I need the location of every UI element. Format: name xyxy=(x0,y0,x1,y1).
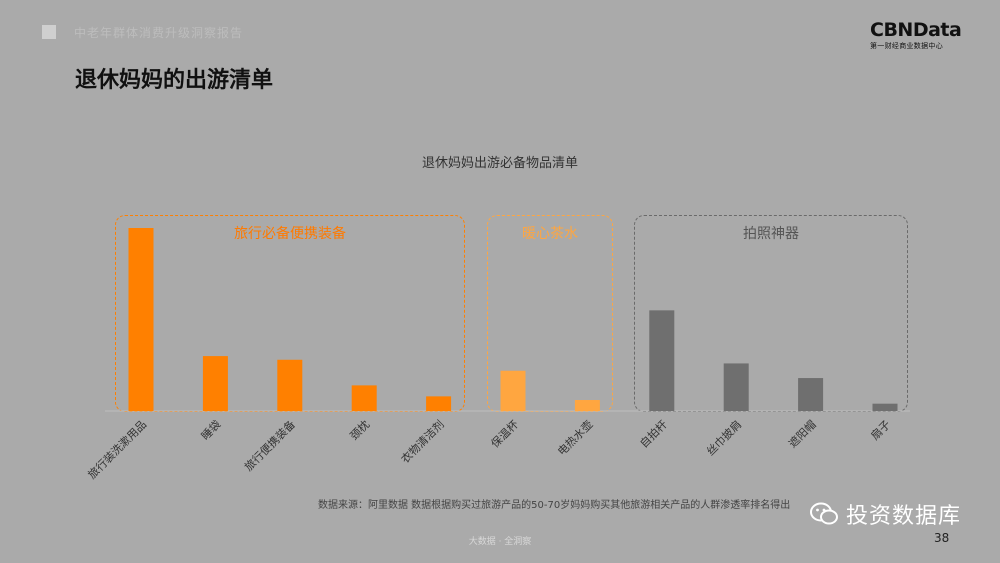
chart-title: 退休妈妈出游必备物品清单 xyxy=(421,156,578,171)
bar-11 xyxy=(872,403,898,411)
x-tick-label-7: 电热水壶 xyxy=(555,417,596,458)
page-title: 退休妈妈的出游清单 xyxy=(75,68,274,93)
page-number: 38 xyxy=(934,531,950,545)
bar-10 xyxy=(798,378,824,411)
bar-5 xyxy=(426,396,452,411)
x-tick-label-5: 衣物清洁剂 xyxy=(398,417,447,466)
x-tick-label-9: 丝巾披肩 xyxy=(703,417,744,458)
logo-main-text: CBNData xyxy=(870,19,962,41)
wechat-icon xyxy=(810,502,838,525)
bar-6 xyxy=(500,370,526,411)
bar-2 xyxy=(202,356,228,411)
x-tick-label-1: 旅行装洗漱用品 xyxy=(85,417,149,481)
x-tick-label-10: 遮阳帽 xyxy=(785,417,818,450)
group-label-tea-water: 暖心茶水 xyxy=(522,226,578,242)
x-tick-label-2: 睡袋 xyxy=(198,417,223,442)
bar-1 xyxy=(128,228,154,411)
x-tick-label-6: 保温杯 xyxy=(488,417,521,450)
footer-text: 大数据 · 全洞察 xyxy=(468,537,532,547)
bar-8 xyxy=(649,310,675,411)
x-tick-label-3: 旅行便携装备 xyxy=(241,417,298,474)
logo-sub-text: 第一财经商业数据中心 xyxy=(870,42,943,50)
bar-3 xyxy=(277,359,303,411)
watermark-text: 投资数据库 xyxy=(846,504,962,529)
section-square-icon xyxy=(42,25,56,39)
x-tick-label-8: 自拍杆 xyxy=(637,417,670,450)
watermark: 投资数据库 xyxy=(810,498,961,530)
cbndata-logo: CBNData 第一财经商业数据中心 xyxy=(870,19,962,51)
x-tick-label-11: 扇子 xyxy=(868,417,893,442)
header-faint-subtitle: 中老年群体消费升级洞察报告 xyxy=(74,26,244,40)
group-label-travel-gear: 旅行必备便携装备 xyxy=(234,226,346,242)
bar-4 xyxy=(351,385,377,411)
bar-9 xyxy=(723,363,749,411)
x-tick-label-4: 颈枕 xyxy=(347,417,372,442)
source-note: 数据来源：阿里数据 数据根据购买过旅游产品的50-70岁妈妈购买其他旅游相关产品… xyxy=(318,500,791,511)
group-label-photo: 拍照神器 xyxy=(743,226,799,242)
bar-7 xyxy=(574,400,600,411)
